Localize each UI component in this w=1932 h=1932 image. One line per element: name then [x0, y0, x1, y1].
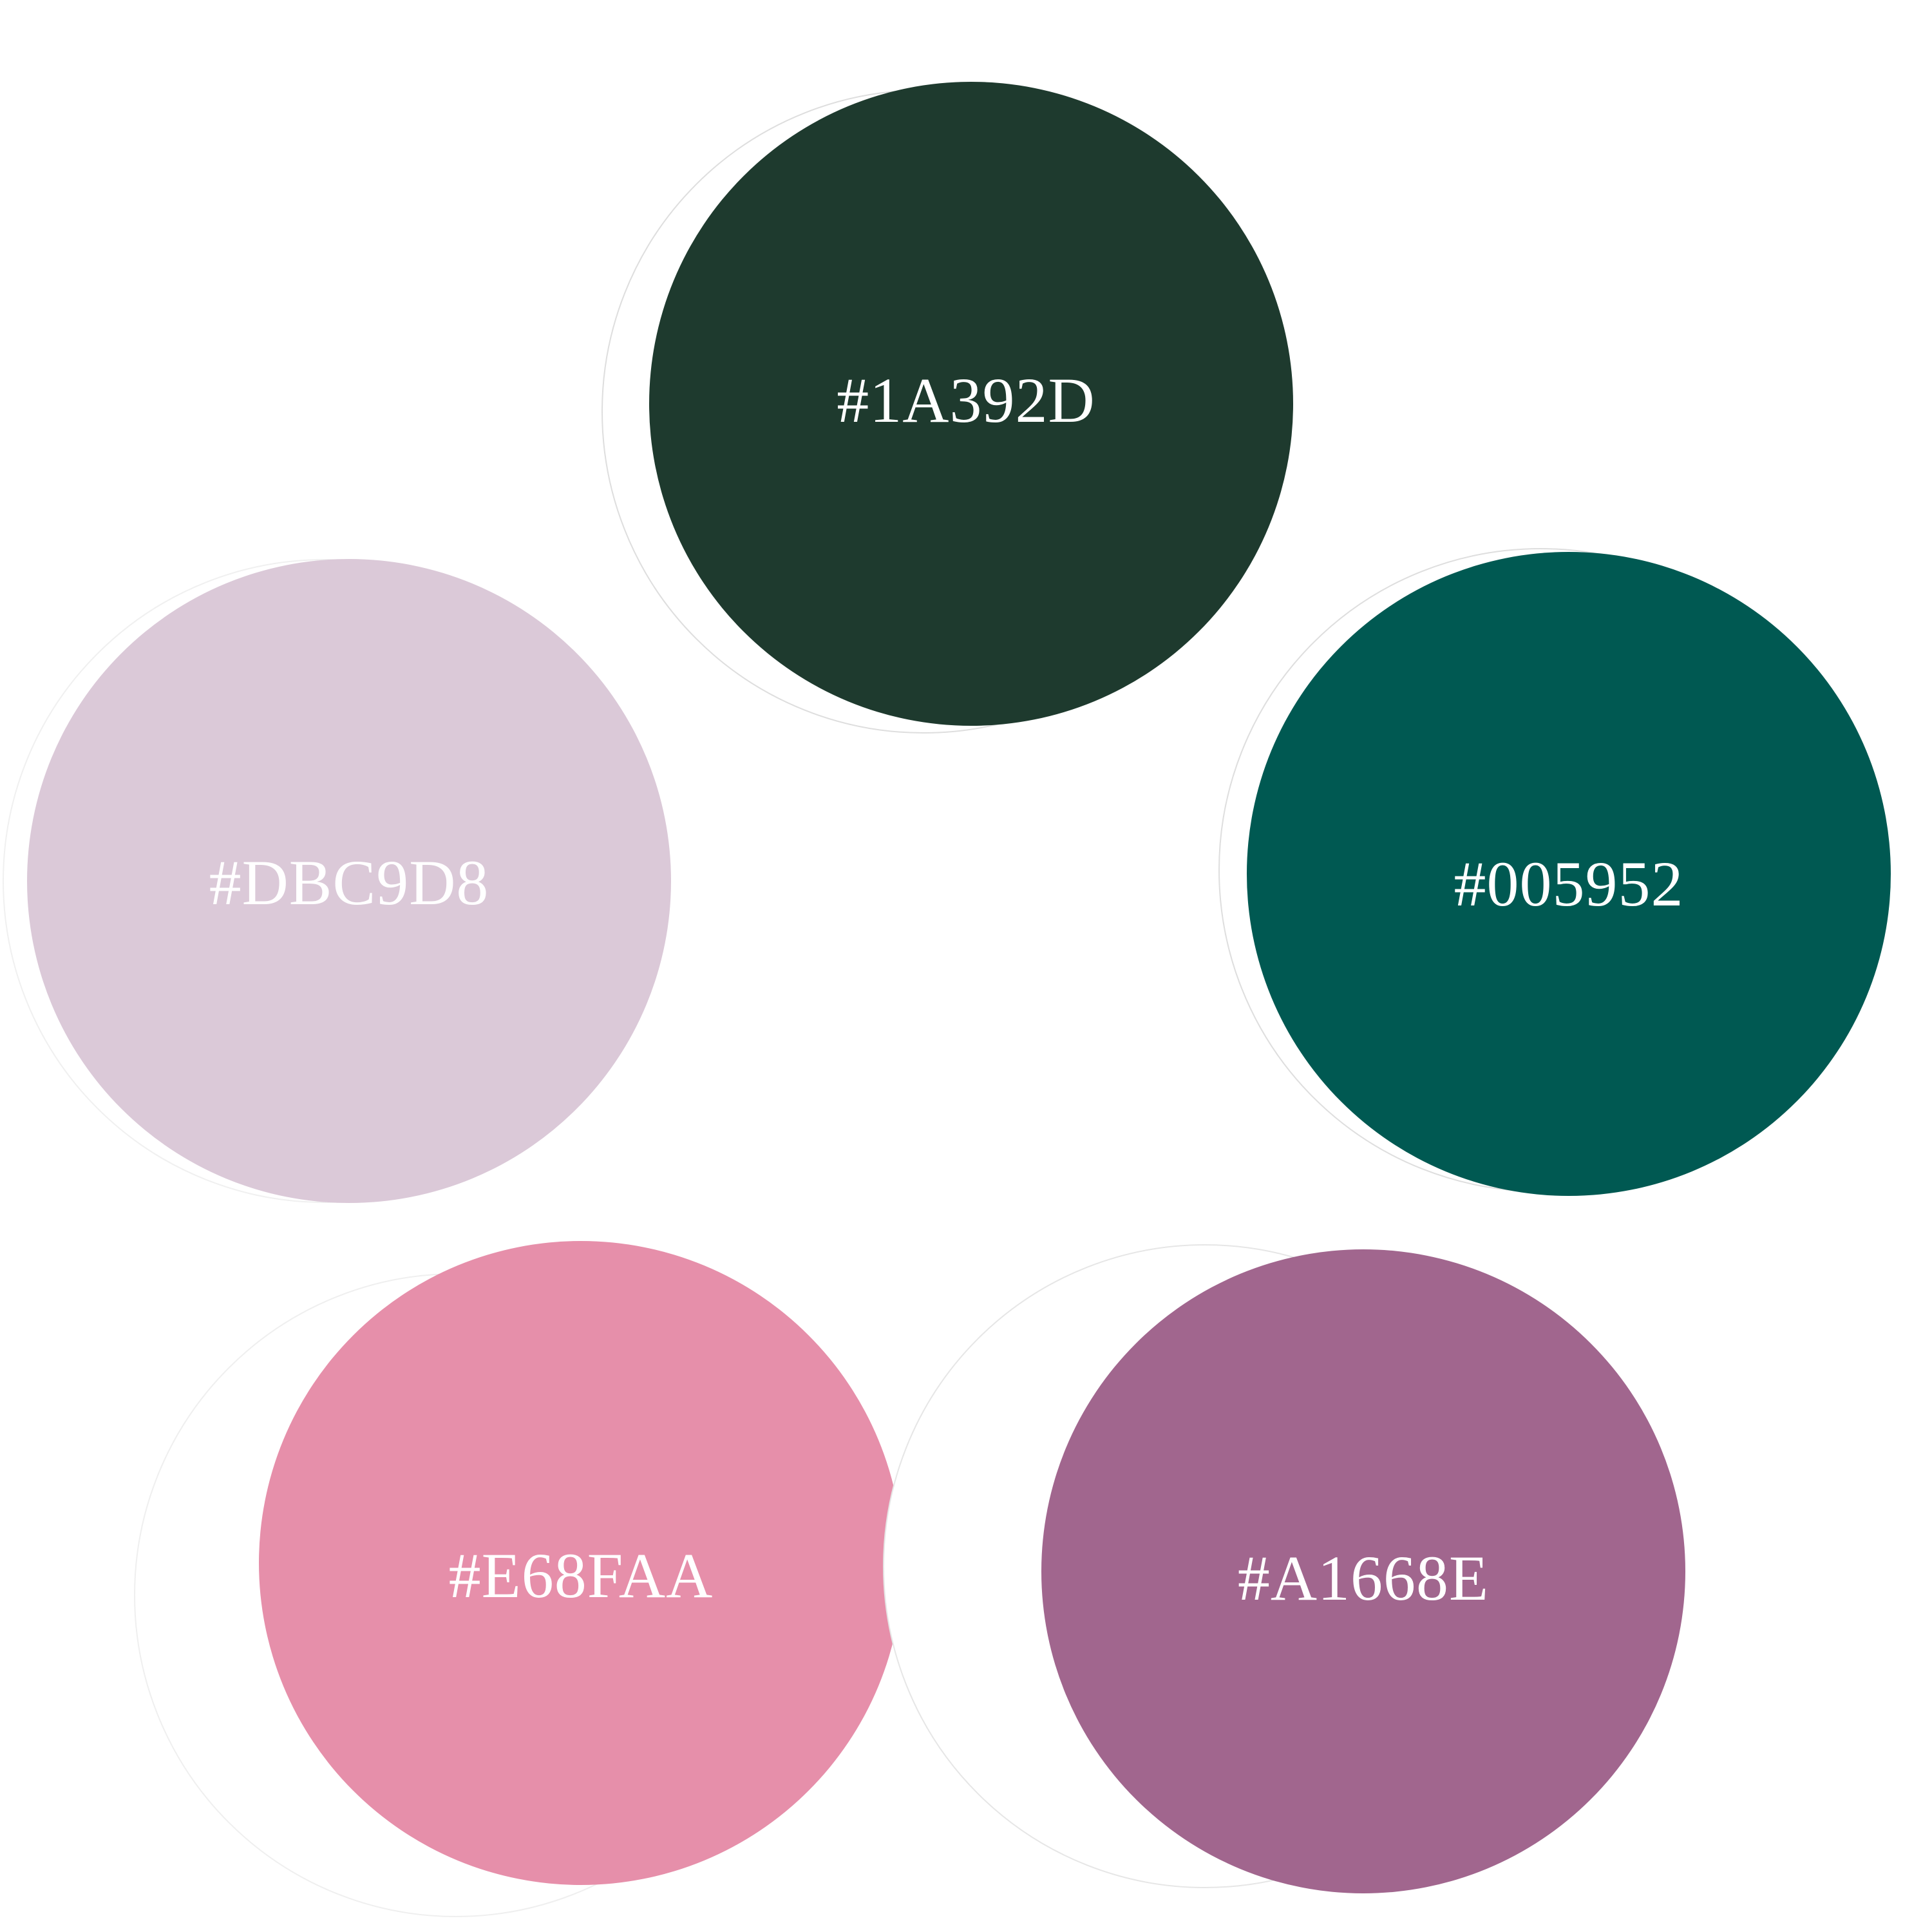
- swatch-hex-label: #E68FAA: [448, 1540, 714, 1611]
- swatch-color-circle: #005952: [1247, 552, 1891, 1196]
- color-swatch: #005952: [1218, 548, 1891, 1196]
- swatch-hex-label: #A1668E: [1237, 1542, 1490, 1614]
- swatch-hex-label: #1A392D: [837, 365, 1095, 436]
- color-swatch: #A1668E: [883, 1244, 1685, 1893]
- swatch-color-circle: #A1668E: [1041, 1249, 1685, 1893]
- swatch-color-circle: #DBC9D8: [27, 559, 671, 1203]
- color-swatch: #DBC9D8: [3, 559, 671, 1203]
- color-swatch: #1A392D: [601, 82, 1293, 734]
- swatch-color-circle: #1A392D: [649, 82, 1293, 726]
- swatch-hex-label: #DBC9D8: [209, 847, 489, 918]
- swatch-color-circle: #E68FAA: [259, 1241, 903, 1885]
- color-swatch: #E68FAA: [134, 1241, 903, 1917]
- swatch-hex-label: #005952: [1454, 848, 1684, 920]
